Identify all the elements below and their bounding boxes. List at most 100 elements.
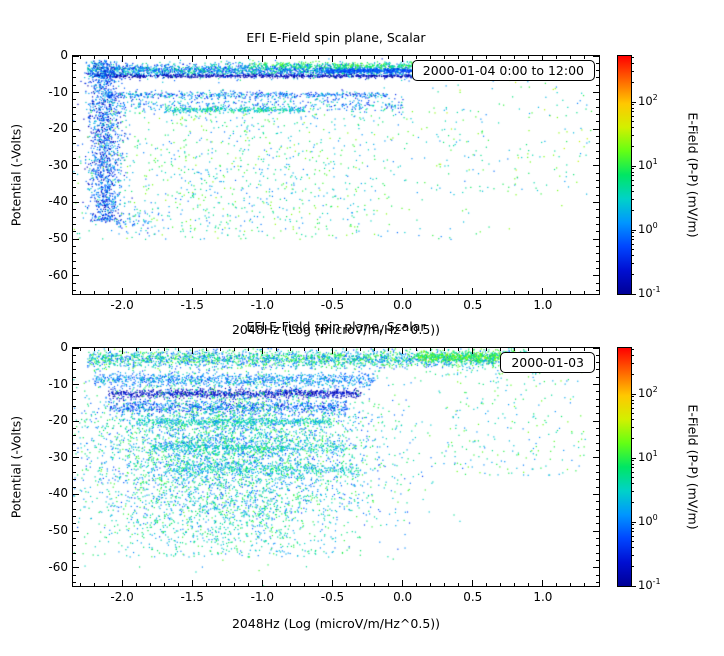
x-minor-tick — [177, 56, 179, 59]
y-minor-tick — [73, 552, 76, 554]
x-minor-tick — [149, 348, 151, 351]
y-minor-tick — [73, 413, 76, 415]
x-minor-tick — [374, 583, 376, 586]
x-minor-tick — [219, 56, 221, 59]
x-minor-tick — [163, 348, 165, 351]
y-minor-tick — [73, 369, 76, 371]
x-minor-tick — [107, 56, 109, 59]
colorbar-minor-tick — [632, 427, 634, 429]
y-minor-tick — [73, 471, 76, 473]
x-minor-tick — [444, 348, 446, 351]
y-minor-tick — [596, 442, 599, 444]
y-minor-tick — [596, 537, 599, 539]
x-minor-tick — [247, 348, 249, 351]
y-minor-tick — [596, 406, 599, 408]
x-tick — [472, 288, 474, 294]
x-tick — [261, 580, 263, 586]
x-minor-tick — [584, 583, 586, 586]
colorbar-minor-tick — [632, 463, 634, 465]
x-minor-tick — [205, 291, 207, 294]
x-minor-tick — [374, 56, 376, 59]
x-minor-tick — [93, 291, 95, 294]
y-tick-label: -60 — [48, 267, 68, 282]
x-minor-tick — [247, 291, 249, 294]
colorbar-tick-label: 100 — [638, 513, 658, 529]
y-minor-tick — [73, 121, 76, 123]
colorbar-tick-label: 102 — [638, 385, 658, 401]
y-minor-tick — [596, 121, 599, 123]
x-minor-tick — [219, 291, 221, 294]
y-minor-tick — [596, 194, 599, 196]
y-axis-label-top: Potential (-Volts) — [8, 123, 24, 227]
y-minor-tick — [73, 150, 76, 152]
x-tick — [191, 348, 193, 354]
x-minor-tick — [360, 291, 362, 294]
colorbar-bottom — [617, 347, 632, 587]
x-minor-tick — [233, 291, 235, 294]
x-minor-tick — [317, 583, 319, 586]
y-minor-tick — [73, 574, 76, 576]
x-minor-tick — [317, 56, 319, 59]
y-minor-tick — [596, 428, 599, 430]
x-minor-tick — [317, 348, 319, 351]
x-tick-label: -2.0 — [110, 590, 134, 604]
colorbar-minor-tick — [632, 460, 634, 462]
y-minor-tick — [73, 464, 76, 466]
x-tick-label: 1.0 — [533, 298, 553, 312]
y-minor-tick — [596, 260, 599, 262]
chart-title-top: EFI E-Field spin plane, Scalar — [246, 30, 426, 45]
x-tick-label: -1.0 — [250, 298, 275, 312]
x-tick — [121, 580, 123, 586]
x-minor-tick — [79, 348, 81, 351]
x-minor-tick — [149, 583, 151, 586]
x-minor-tick — [416, 583, 418, 586]
x-minor-tick — [205, 583, 207, 586]
x-tick-label: -0.5 — [320, 590, 345, 604]
y-tick-label: 0 — [60, 340, 68, 354]
x-minor-tick — [163, 56, 165, 59]
x-minor-tick — [135, 348, 137, 351]
x-minor-tick — [570, 56, 572, 59]
y-minor-tick — [596, 267, 599, 269]
x-tick — [261, 288, 263, 294]
y-minor-tick — [73, 398, 76, 400]
x-minor-tick — [486, 291, 488, 294]
x-minor-tick — [486, 348, 488, 351]
colorbar-minor-tick — [632, 107, 634, 109]
y-minor-tick — [596, 354, 599, 356]
x-minor-tick — [205, 56, 207, 59]
x-minor-tick — [360, 583, 362, 586]
x-tick-label: -1.5 — [180, 298, 204, 312]
y-minor-tick — [596, 62, 599, 64]
x-tick — [542, 348, 544, 354]
x-tick — [331, 348, 333, 354]
y-minor-tick — [596, 172, 599, 174]
y-minor-tick — [73, 289, 76, 291]
colorbar-minor-tick — [632, 531, 634, 533]
y-tick — [593, 530, 599, 532]
colorbar-minor-tick — [632, 471, 634, 473]
y-minor-tick — [596, 369, 599, 371]
y-tick — [73, 567, 79, 569]
y-tick-label: -60 — [48, 559, 68, 574]
x-minor-tick — [584, 56, 586, 59]
y-minor-tick — [73, 406, 76, 408]
x-minor-tick — [556, 291, 558, 294]
colorbar-tick-label: 10-1 — [638, 577, 661, 592]
x-minor-tick — [556, 348, 558, 351]
colorbar-minor-tick — [632, 527, 634, 529]
colorbar-tick-label: 102 — [638, 93, 658, 109]
colorbar-minor-tick — [632, 168, 634, 170]
colorbar-top — [617, 55, 632, 295]
colorbar-minor-tick — [632, 407, 634, 409]
x-tick — [331, 580, 333, 586]
y-tick-label: -20 — [48, 413, 68, 428]
colorbar-minor-tick — [632, 412, 634, 414]
x-tick — [191, 56, 193, 62]
x-minor-tick — [346, 583, 348, 586]
x-tick — [191, 288, 193, 294]
x-minor-tick — [107, 583, 109, 586]
y-tick — [73, 128, 79, 130]
colorbar-minor-tick — [632, 146, 634, 148]
colorbar-minor-tick — [632, 248, 634, 250]
